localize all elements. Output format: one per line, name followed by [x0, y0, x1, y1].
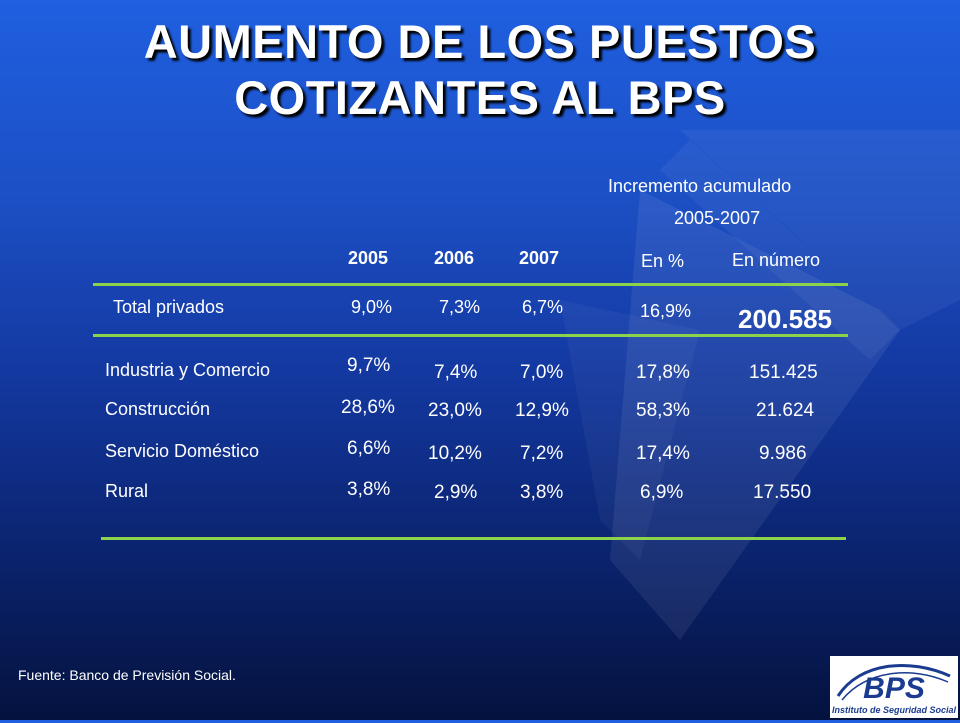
row-number: 21.624 — [756, 400, 815, 421]
row-2007: 7,0% — [520, 362, 564, 383]
row-2006: 10,2% — [428, 443, 482, 464]
title-line-2: COTIZANTES AL BPS — [234, 71, 726, 124]
bottom-rule — [101, 537, 846, 540]
page-title: AUMENTO DE LOS PUESTOS COTIZANTES AL BPS — [0, 14, 960, 126]
total-number: 200.585 — [738, 304, 832, 334]
row-2007: 3,8% — [520, 482, 564, 503]
row-percent: 17,4% — [636, 443, 690, 464]
year-header-2006: 2006 — [434, 248, 475, 268]
header-rule — [93, 283, 848, 286]
bps-logo: BPS Instituto de Seguridad Social — [830, 656, 958, 718]
total-2005: 9,0% — [351, 297, 393, 317]
row-2005: 28,6% — [341, 397, 395, 418]
row-2006: 23,0% — [428, 400, 482, 421]
row-2007: 7,2% — [520, 443, 564, 464]
bps-logo-subtitle: Instituto de Seguridad Social — [832, 705, 957, 715]
year-header-2005: 2005 — [348, 248, 389, 268]
row-2005: 6,6% — [347, 438, 391, 459]
title-line-1: AUMENTO DE LOS PUESTOS — [143, 15, 817, 68]
row-2007: 12,9% — [515, 400, 569, 421]
total-2007: 6,7% — [522, 297, 564, 317]
row-number: 151.425 — [749, 362, 818, 383]
group-header-line-2: 2005-2007 — [674, 208, 761, 228]
row-2006: 7,4% — [434, 362, 478, 383]
total-rule — [93, 334, 848, 337]
row-percent: 17,8% — [636, 362, 690, 383]
row-number: 9.986 — [759, 443, 807, 464]
row-label: Rural — [105, 481, 149, 501]
row-percent: 6,9% — [640, 482, 684, 503]
total-percent: 16,9% — [640, 301, 692, 321]
row-number: 17.550 — [753, 482, 812, 503]
row-2005: 3,8% — [347, 479, 391, 500]
row-label: Servicio Doméstico — [105, 441, 260, 461]
row-label: Construcción — [105, 399, 211, 419]
sub-header-percent: En % — [641, 251, 685, 271]
bps-logo-text: BPS — [863, 672, 925, 705]
row-percent: 58,3% — [636, 400, 690, 421]
sub-header-number: En número — [732, 250, 821, 270]
source-footnote: Fuente: Banco de Previsión Social. — [18, 667, 236, 683]
total-label: Total privados — [113, 297, 225, 317]
bps-logo-graphic: BPS Instituto de Seguridad Social — [830, 656, 958, 718]
total-2006: 7,3% — [439, 297, 481, 317]
row-2006: 2,9% — [434, 482, 478, 503]
year-header-2007: 2007 — [519, 248, 560, 268]
group-header-line-1: Incremento acumulado — [608, 176, 792, 196]
row-label: Industria y Comercio — [105, 360, 271, 380]
row-2005: 9,7% — [347, 355, 391, 376]
